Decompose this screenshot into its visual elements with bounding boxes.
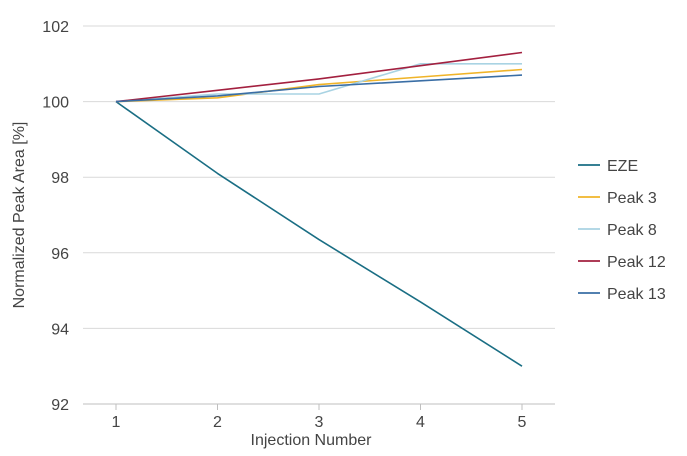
legend: EZE Peak 3 Peak 8 Peak 12 Peak 13 bbox=[578, 158, 666, 303]
x-tick-label: 5 bbox=[518, 414, 527, 431]
y-tick-label: 102 bbox=[42, 19, 69, 36]
legend-item: Peak 3 bbox=[578, 190, 657, 207]
legend-label: EZE bbox=[607, 158, 638, 175]
y-tick-label: 98 bbox=[51, 170, 69, 187]
x-tick-label: 2 bbox=[213, 414, 222, 431]
legend-item: Peak 13 bbox=[578, 286, 666, 303]
legend-label: Peak 12 bbox=[607, 254, 666, 271]
y-tick-label: 94 bbox=[51, 321, 69, 338]
y-axis-title: Normalized Peak Area [%] bbox=[11, 122, 28, 309]
legend-label: Peak 13 bbox=[607, 286, 666, 303]
y-tick-label: 100 bbox=[42, 95, 69, 112]
series-line-peak-13 bbox=[115, 74, 523, 103]
gridlines bbox=[83, 25, 555, 405]
y-tick-label: 96 bbox=[51, 246, 69, 263]
legend-item: EZE bbox=[578, 158, 638, 175]
series-line-peak-3 bbox=[115, 68, 523, 103]
series-line-peak-12 bbox=[115, 51, 523, 103]
series-line-peak-8 bbox=[115, 62, 522, 103]
legend-item: Peak 8 bbox=[578, 222, 657, 239]
legend-label: Peak 8 bbox=[607, 222, 657, 239]
legend-label: Peak 3 bbox=[607, 190, 657, 207]
x-tick-label: 3 bbox=[315, 414, 324, 431]
series-line-eze bbox=[115, 100, 523, 367]
x-tick-label: 4 bbox=[416, 414, 425, 431]
x-tick-label: 1 bbox=[112, 414, 121, 431]
series-lines bbox=[115, 51, 523, 367]
y-tick-label: 92 bbox=[51, 397, 69, 414]
x-axis-title: Injection Number bbox=[251, 432, 373, 449]
legend-item: Peak 12 bbox=[578, 254, 666, 271]
axes: 92 94 96 98 100 102 1 2 3 4 5 bbox=[42, 19, 555, 431]
